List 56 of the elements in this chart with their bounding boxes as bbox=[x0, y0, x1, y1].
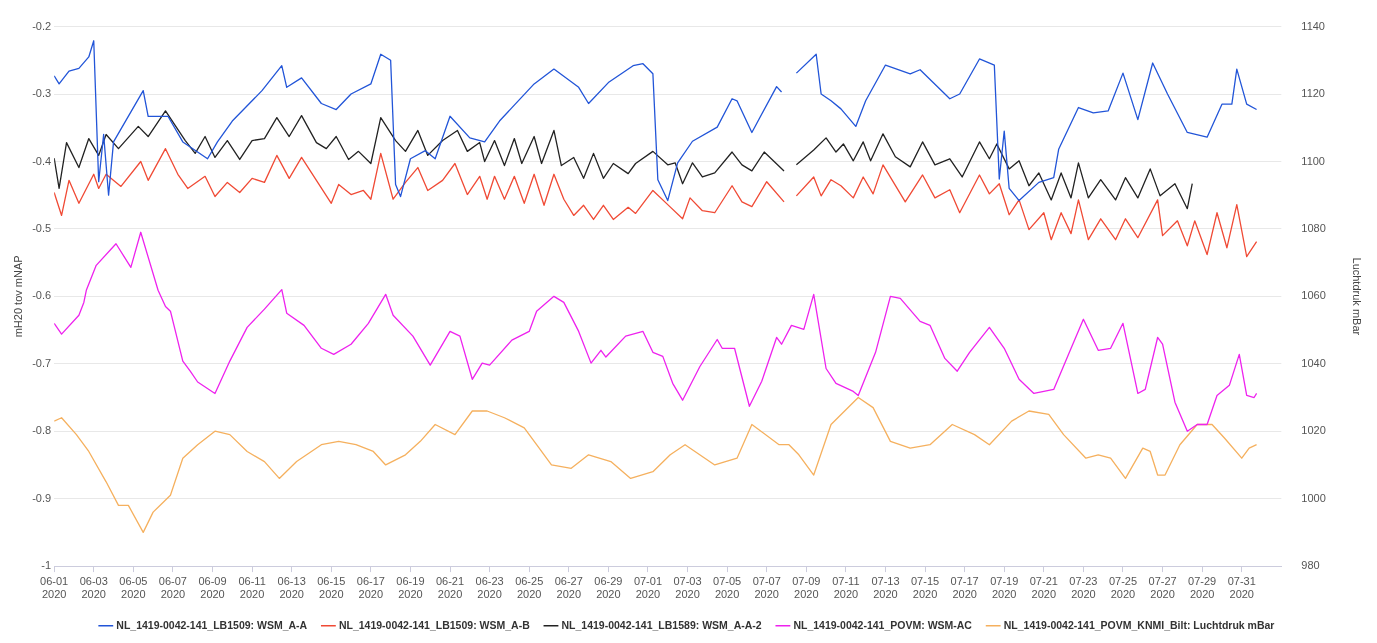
y2-tick-label: 1060 bbox=[1301, 289, 1326, 302]
x-tick-label: 06-03 2020 bbox=[79, 574, 108, 600]
y2-tick-label: 1020 bbox=[1301, 424, 1326, 437]
x-tick-label: 06-07 2020 bbox=[158, 574, 187, 600]
y2-tick-label: 1100 bbox=[1301, 154, 1325, 167]
legend-label: NL_1419-0042-141_POVM: WSM-AC bbox=[793, 618, 973, 631]
x-tick-label: 06-05 2020 bbox=[119, 574, 148, 600]
y-tick-label: -0.3 bbox=[32, 87, 52, 100]
x-tick-label: 07-31 2020 bbox=[1227, 574, 1256, 600]
y-tick-label: -0.6 bbox=[32, 289, 52, 302]
x-tick-label: 07-01 2020 bbox=[633, 574, 663, 600]
x-tick-label: 07-03 2020 bbox=[673, 574, 702, 600]
y2-tick-label: 1000 bbox=[1301, 491, 1326, 504]
y-tick-label: -0.9 bbox=[32, 491, 52, 504]
x-tick-label: 06-01 2020 bbox=[40, 574, 69, 600]
x-tick-label: 06-29 2020 bbox=[594, 574, 623, 600]
y-tick-label: -0.2 bbox=[32, 19, 52, 32]
y2-tick-label: 1040 bbox=[1301, 356, 1326, 369]
y-axis-title: mH20 tov mNAP bbox=[11, 255, 24, 338]
y2-tick-label: 980 bbox=[1301, 559, 1320, 572]
x-tick-label: 07-13 2020 bbox=[871, 574, 900, 600]
x-tick-label: 07-09 2020 bbox=[792, 574, 821, 600]
x-tick-label: 07-27 2020 bbox=[1148, 574, 1177, 600]
x-tick-label: 07-25 2020 bbox=[1108, 574, 1138, 600]
x-tick-label: 06-11 2020 bbox=[238, 574, 266, 600]
y-tick-label: -0.4 bbox=[32, 154, 52, 167]
x-tick-label: 06-25 2020 bbox=[515, 574, 544, 600]
y-tick-label: -1 bbox=[41, 559, 52, 572]
y2-axis-title: Luchtdruk mBar bbox=[1351, 257, 1364, 336]
y-tick-label: -0.7 bbox=[32, 356, 52, 369]
legend-label: NL_1419-0042-141_POVM_KNMI_Bilt: Luchtdruk mBar bbox=[1003, 618, 1275, 631]
x-tick-label: 07-19 2020 bbox=[990, 574, 1019, 600]
x-tick-label: 06-15 2020 bbox=[317, 574, 346, 600]
x-tick-label: 06-23 2020 bbox=[475, 574, 504, 600]
legend-label: NL_1419-0042-141_LB1589: WSM_A-A-2 bbox=[561, 618, 762, 631]
x-tick-label: 06-09 2020 bbox=[198, 574, 227, 600]
x-tick-label: 06-27 2020 bbox=[554, 574, 583, 600]
x-tick-label: 07-17 2020 bbox=[950, 574, 979, 600]
x-tick-label: 06-19 2020 bbox=[396, 574, 425, 600]
x-tick-label: 07-29 2020 bbox=[1188, 574, 1217, 600]
y2-tick-label: 1140 bbox=[1301, 19, 1325, 32]
x-tick-label: 07-11 2020 bbox=[832, 574, 860, 600]
x-tick-label: 07-07 2020 bbox=[752, 574, 781, 600]
legend-label: NL_1419-0042-141_LB1509: WSM_A-B bbox=[338, 618, 531, 631]
legend-label: NL_1419-0042-141_LB1509: WSM_A-A bbox=[116, 618, 308, 631]
x-tick-label: 06-17 2020 bbox=[356, 574, 385, 600]
y2-tick-label: 1120 bbox=[1301, 87, 1325, 100]
y-tick-label: -0.5 bbox=[32, 221, 52, 234]
x-tick-label: 06-13 2020 bbox=[277, 574, 306, 600]
x-tick-label: 07-21 2020 bbox=[1029, 574, 1058, 600]
y-tick-label: -0.8 bbox=[32, 424, 52, 437]
x-tick-label: 07-15 2020 bbox=[910, 574, 940, 600]
x-tick-label: 06-21 2020 bbox=[435, 574, 465, 600]
y2-tick-label: 1080 bbox=[1301, 221, 1326, 234]
x-tick-label: 07-05 2020 bbox=[713, 574, 742, 600]
x-tick-label: 07-23 2020 bbox=[1069, 574, 1098, 600]
